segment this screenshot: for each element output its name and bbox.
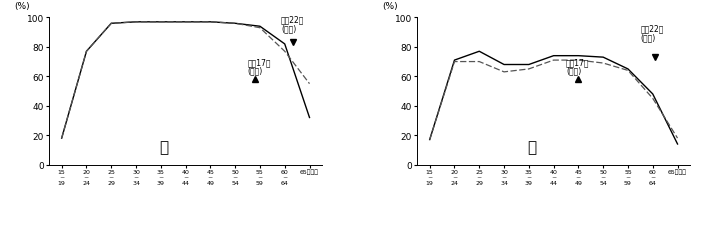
Text: 平成22年: 平成22年 (641, 24, 664, 33)
Text: (実線): (実線) (641, 33, 655, 42)
Text: 平成17年: 平成17年 (566, 58, 589, 67)
Text: 男: 男 (159, 140, 168, 155)
Text: (点線): (点線) (566, 66, 582, 76)
Text: 平成17年: 平成17年 (248, 58, 271, 67)
Text: (実線): (実線) (281, 24, 296, 33)
Text: 女: 女 (527, 140, 536, 155)
Text: (%): (%) (14, 2, 30, 11)
Text: (点線): (点線) (248, 66, 263, 76)
Text: (%): (%) (382, 2, 398, 11)
Text: 平成22年: 平成22年 (281, 15, 304, 24)
